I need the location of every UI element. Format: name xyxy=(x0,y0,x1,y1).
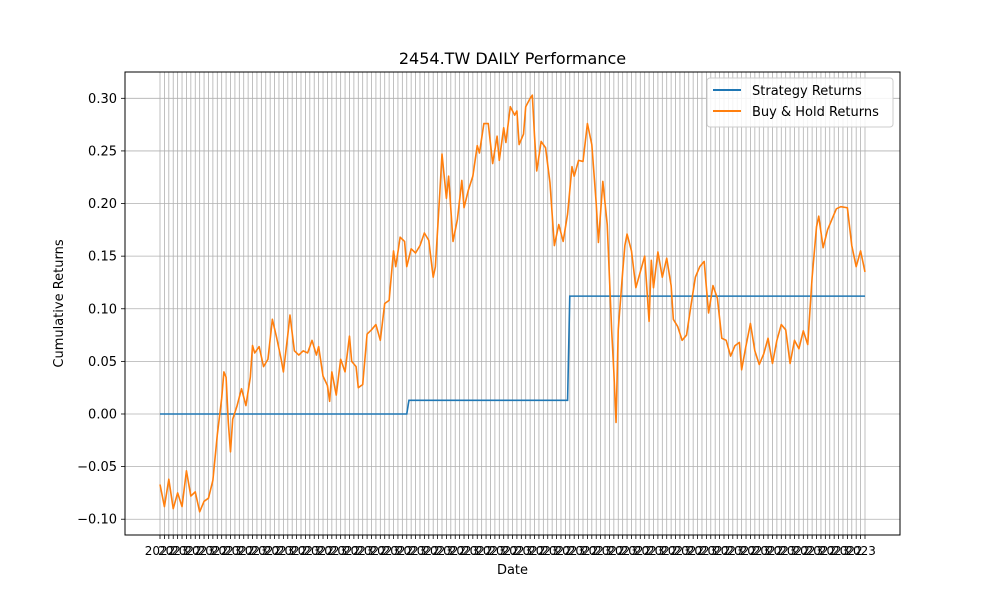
legend-label-buy-hold: Buy & Hold Returns xyxy=(752,105,879,120)
x-tick-label: 2022 xyxy=(700,544,731,558)
x-tick-label: 2022 xyxy=(568,544,599,558)
x-tick-label: 2023 xyxy=(475,544,506,558)
x-tick-label: 2023 xyxy=(792,544,823,558)
y-axis: −0.10 −0.05 0.00 0.05 0.10 0.15 0.20 0.25 0.30 xyxy=(77,92,125,528)
x-tick-label: 2023 xyxy=(634,544,665,558)
x-tick-label: 2022 xyxy=(145,544,176,558)
x-tick-label: 2022 xyxy=(541,544,572,558)
chart-title: 2454.TW DAILY Performance xyxy=(399,49,626,68)
x-tick-label: 2023 xyxy=(211,544,242,558)
y-tick-label: 0.30 xyxy=(88,92,117,107)
y-tick-label: 0.10 xyxy=(88,302,117,317)
x-tick-label: 2022 xyxy=(409,544,440,558)
x-tick-label: 2023 xyxy=(449,544,480,558)
x-tick-label: 2023 xyxy=(687,544,718,558)
x-axis-label: Date xyxy=(497,563,528,578)
x-tick-label: 2022 xyxy=(198,544,229,558)
x-tick-label: 2022 xyxy=(515,544,546,558)
x-tick-label: 2022 xyxy=(277,544,308,558)
y-tick-label: 0.05 xyxy=(88,355,117,370)
x-tick-label: 2022 xyxy=(488,544,519,558)
y-tick-label: 0.20 xyxy=(88,197,117,212)
series-strategy-returns xyxy=(160,295,865,415)
legend-label-strategy: Strategy Returns xyxy=(752,84,862,99)
series-lines xyxy=(159,94,866,513)
x-tick-label: 2023 xyxy=(581,544,612,558)
x-tick-label: 2023 xyxy=(555,544,586,558)
x-tick-label: 2022 xyxy=(673,544,704,558)
grid xyxy=(125,72,900,535)
x-tick-label: 2022 xyxy=(250,544,281,558)
x-tick-label: 2022 xyxy=(806,544,837,558)
x-tick-label: 2022 xyxy=(647,544,678,558)
y-axis-label: Cumulative Returns xyxy=(52,239,67,367)
y-tick-label: 0.25 xyxy=(88,144,117,159)
legend: Strategy Returns Buy & Hold Returns xyxy=(706,77,894,128)
y-tick-label: 0.15 xyxy=(88,250,117,265)
x-tick-label: 2022 xyxy=(171,544,202,558)
x-tick-label: 2023 xyxy=(607,544,638,558)
x-tick-label: 2022 xyxy=(594,544,625,558)
x-tick-label: 2022 xyxy=(330,544,361,558)
x-tick-label: 2023 xyxy=(502,544,533,558)
x-tick-label: 2022 xyxy=(832,544,863,558)
x-tick-label: 2023 xyxy=(713,544,744,558)
x-tick-label: 2022 xyxy=(224,544,255,558)
x-tick-label: 2023 xyxy=(343,544,374,558)
x-tick-label: 2023 xyxy=(396,544,427,558)
x-axis: 2022202320222023202220232022202320222023… xyxy=(145,535,876,558)
x-tick-label: 2023 xyxy=(422,544,453,558)
x-tick-label: 2023 xyxy=(317,544,348,558)
x-tick-label: 2023 xyxy=(264,544,295,558)
legend-box xyxy=(706,77,894,128)
x-tick-label: 2022 xyxy=(753,544,784,558)
x-tick-label: 2023 xyxy=(369,544,400,558)
x-tick-label: 2023 xyxy=(237,544,268,558)
x-tick-label: 2023 xyxy=(740,544,771,558)
x-tick-label: 2022 xyxy=(303,544,334,558)
y-tick-label: 0.00 xyxy=(88,407,117,422)
x-tick-label: 2022 xyxy=(779,544,810,558)
x-tick-label: 2022 xyxy=(436,544,467,558)
series-buy-hold-returns xyxy=(159,94,866,513)
y-tick-label: −0.10 xyxy=(77,513,117,528)
x-tick-label: 2022 xyxy=(726,544,757,558)
x-tick-label: 2023 xyxy=(158,544,189,558)
x-tick-label: 2023 xyxy=(290,544,321,558)
x-tick-label: 2023 xyxy=(819,544,850,558)
x-tick-label: 2023 xyxy=(184,544,215,558)
x-tick-label: 2023 xyxy=(660,544,691,558)
x-tick-label: 2022 xyxy=(356,544,387,558)
x-tick-label: 2022 xyxy=(621,544,652,558)
x-tick-label: 2023 xyxy=(845,544,876,558)
y-tick-label: −0.05 xyxy=(77,460,117,475)
x-tick-label: 2023 xyxy=(528,544,559,558)
x-tick-label: 2022 xyxy=(462,544,493,558)
x-tick-label: 2022 xyxy=(383,544,414,558)
x-tick-label: 2023 xyxy=(766,544,797,558)
